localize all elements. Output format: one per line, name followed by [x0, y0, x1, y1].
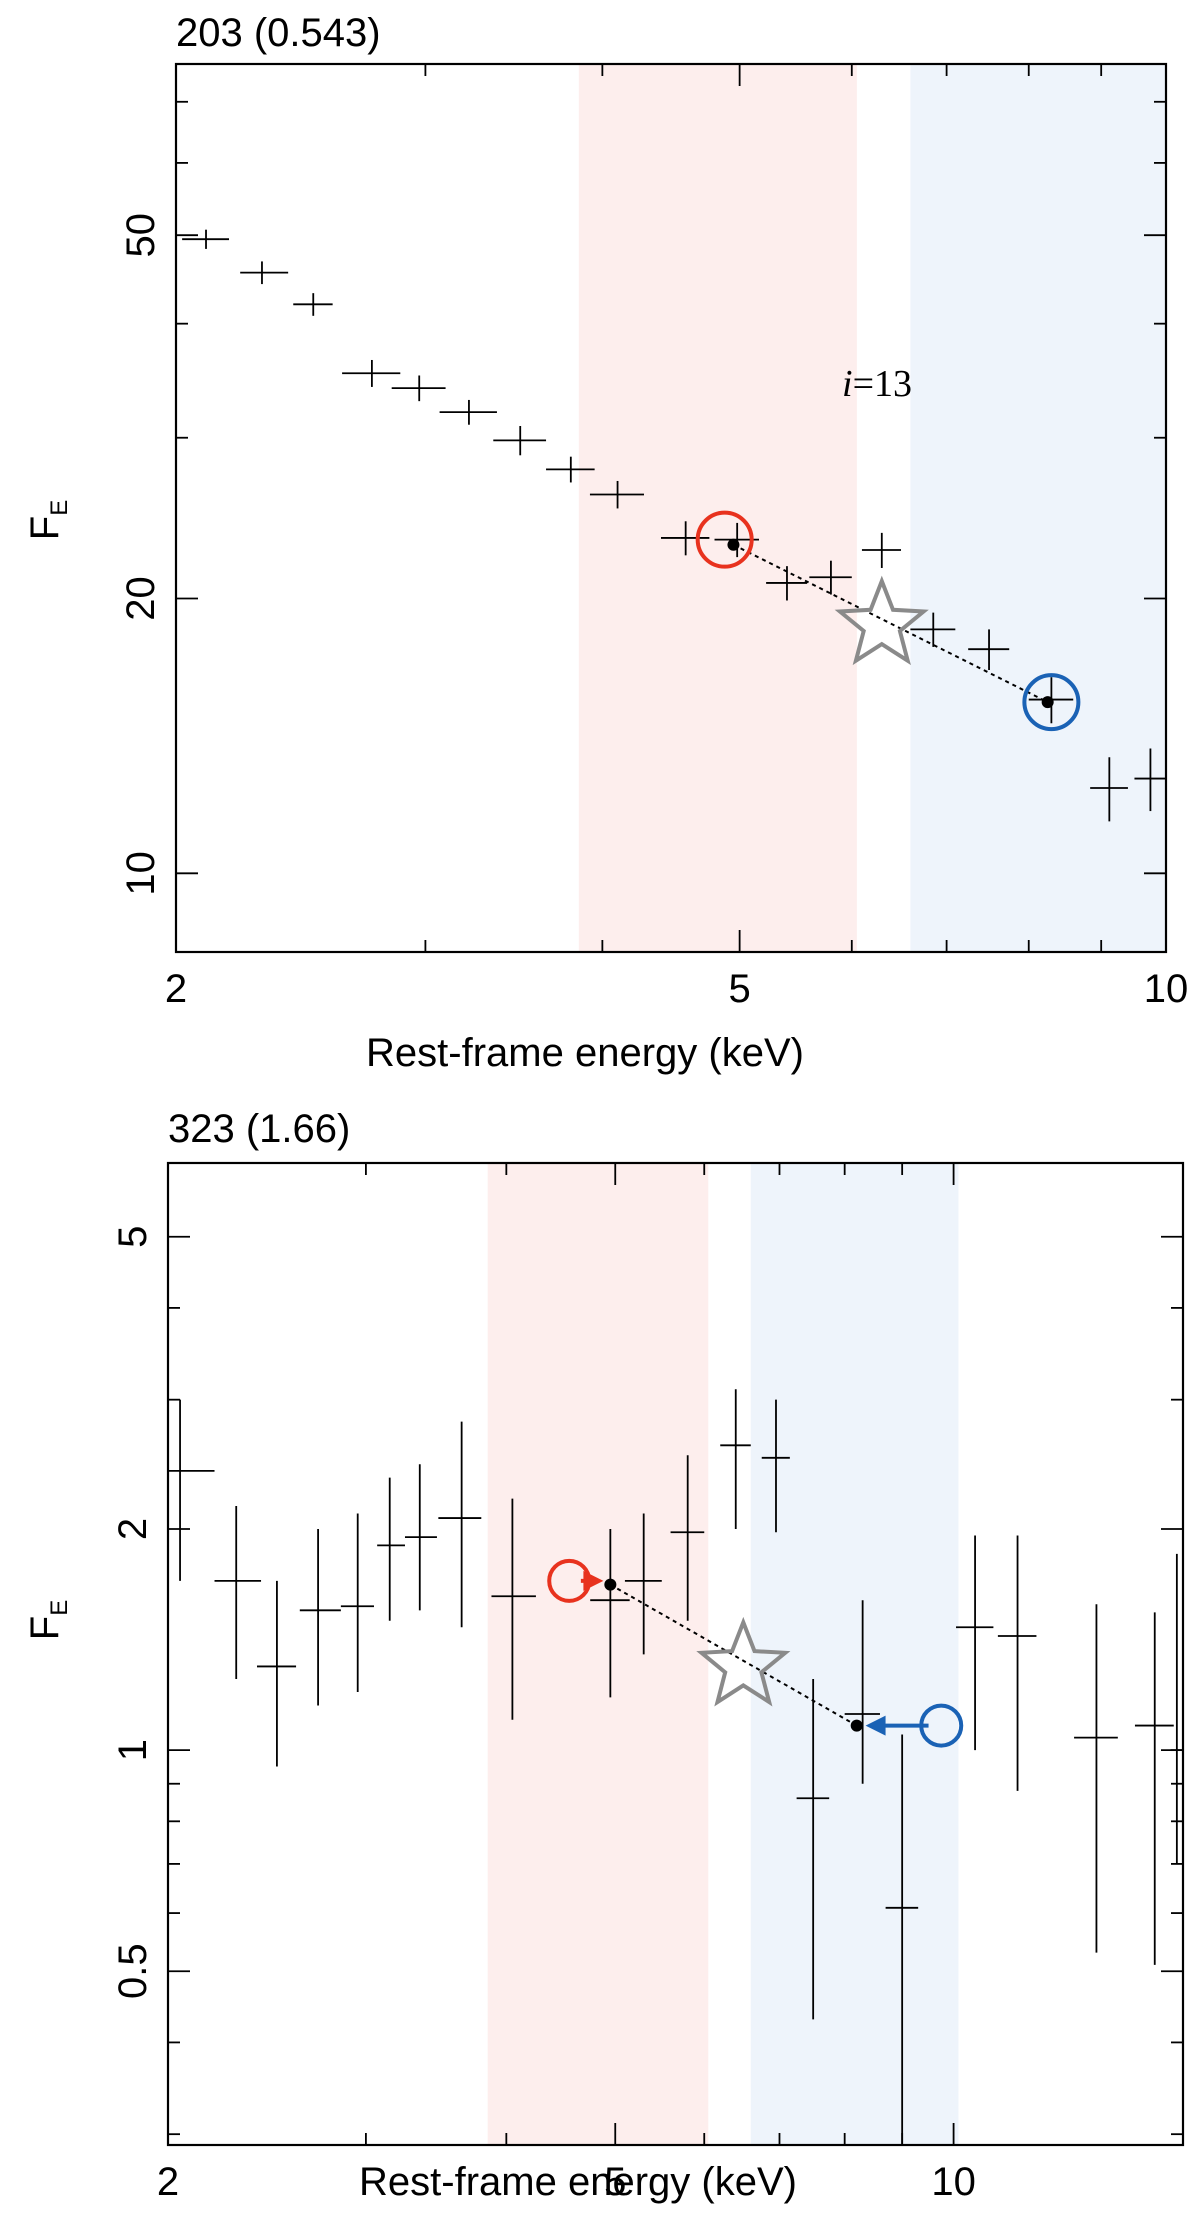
panel-title: 203 (0.543)	[176, 11, 381, 55]
band-mean-dot	[1041, 696, 1054, 709]
y-axis-label: FE	[23, 1600, 73, 1640]
y-axis-label-main: F	[23, 1616, 67, 1640]
x-axis-label: Rest-frame energy (keV)	[366, 1031, 804, 1075]
data-point	[342, 359, 401, 387]
data-point	[1134, 748, 1166, 812]
data-point	[997, 1535, 1037, 1791]
plot-frame	[174, 62, 1168, 954]
y-tick-label: 50	[119, 213, 163, 258]
y-axis-label: FE	[23, 500, 73, 540]
x-tick-label: 2	[165, 967, 187, 1011]
band-mean-dot	[727, 538, 740, 551]
y-tick-label: 5	[111, 1226, 155, 1248]
panel-bottom: 2 5 10 0.5 1 2 5 323 (1.66) Rest-frame energy …	[23, 1107, 1185, 2204]
axis-ticks: 2 5 10 10 20 50	[119, 64, 1188, 1011]
data-point	[493, 426, 547, 456]
data-point	[968, 629, 1010, 670]
data-point	[404, 1464, 437, 1611]
soft-band	[578, 64, 857, 952]
y-axis-label-sub: E	[46, 500, 73, 516]
connecting-dashed-line	[733, 543, 1049, 704]
data-point	[1170, 1553, 1183, 1864]
data-point	[1134, 1612, 1174, 1965]
y-tick-label: 2	[111, 1518, 155, 1540]
x-tick-label: 10	[931, 2160, 976, 2204]
data-point	[1090, 757, 1128, 822]
x-axis-label: Rest-frame energy (keV)	[359, 2160, 797, 2204]
data-point	[340, 1513, 374, 1692]
x-tick-label: 5	[729, 967, 751, 1011]
data-point	[910, 612, 956, 647]
data-point	[660, 521, 710, 556]
data-points	[168, 1389, 1183, 2145]
data-point	[589, 480, 644, 509]
data-point	[546, 456, 595, 483]
panel-title: 323 (1.66)	[168, 1107, 350, 1151]
band-mean-dot	[850, 1719, 863, 1732]
data-point	[861, 532, 902, 568]
y-tick-label: 0.5	[111, 1943, 155, 1999]
annotation-text: =13	[853, 363, 912, 405]
data-point	[439, 399, 497, 425]
overlay-markers	[547, 1558, 964, 1748]
soft-band-circle	[695, 510, 754, 569]
hard-band	[910, 64, 1166, 952]
energy-bands	[487, 1163, 959, 2145]
y-axis-label-sub: E	[46, 1600, 73, 1616]
hard-band-circle	[1022, 673, 1081, 732]
data-point	[796, 1678, 830, 2020]
star-marker	[696, 1616, 791, 1707]
hard-shift-arrow-head	[865, 1715, 886, 1736]
panel-top: 2 5 10 10 20 50 203 (0.543) Rest-frame energy…	[23, 11, 1188, 1075]
y-tick-label: 1	[111, 1739, 155, 1761]
data-point	[391, 375, 446, 402]
axis-ticks: 2 5 10 0.5 1 2 5	[111, 1163, 1183, 2204]
data-point	[720, 1389, 751, 1530]
data-point	[377, 1477, 405, 1621]
data-point	[182, 229, 230, 249]
band-mean-dot	[604, 1578, 617, 1591]
x-tick-label: 5	[604, 2160, 626, 2204]
data-point	[590, 1529, 630, 1698]
data-point	[438, 1421, 482, 1628]
soft-band	[487, 1163, 709, 2145]
y-tick-label: 10	[119, 851, 163, 896]
data-point	[1074, 1604, 1118, 1953]
inclination-annotation: i=13	[842, 363, 912, 405]
data-point	[256, 1580, 297, 1767]
data-point	[844, 1600, 880, 1784]
data-point	[299, 1529, 341, 1706]
data-point	[168, 1399, 215, 1581]
overlay-markers	[695, 510, 1081, 732]
data-point	[670, 1455, 705, 1621]
y-axis-label-main: F	[23, 516, 67, 540]
plot-frame	[166, 1161, 1185, 2147]
data-point	[761, 1399, 790, 1533]
data-point	[491, 1498, 536, 1720]
star-marker	[834, 575, 929, 666]
y-tick-label: 20	[119, 576, 163, 621]
data-point	[956, 1535, 994, 1751]
energy-bands	[578, 64, 1166, 952]
data-point	[624, 1513, 662, 1655]
x-tick-label: 2	[157, 2160, 179, 2204]
x-tick-label: 10	[1144, 967, 1189, 1011]
data-point	[240, 261, 289, 285]
data-point	[885, 1734, 919, 2145]
data-point	[214, 1505, 262, 1679]
soft-shift-arrow-head	[583, 1570, 604, 1591]
annotation-italic: i	[842, 363, 853, 405]
data-point	[809, 560, 852, 595]
data-point	[293, 293, 333, 316]
